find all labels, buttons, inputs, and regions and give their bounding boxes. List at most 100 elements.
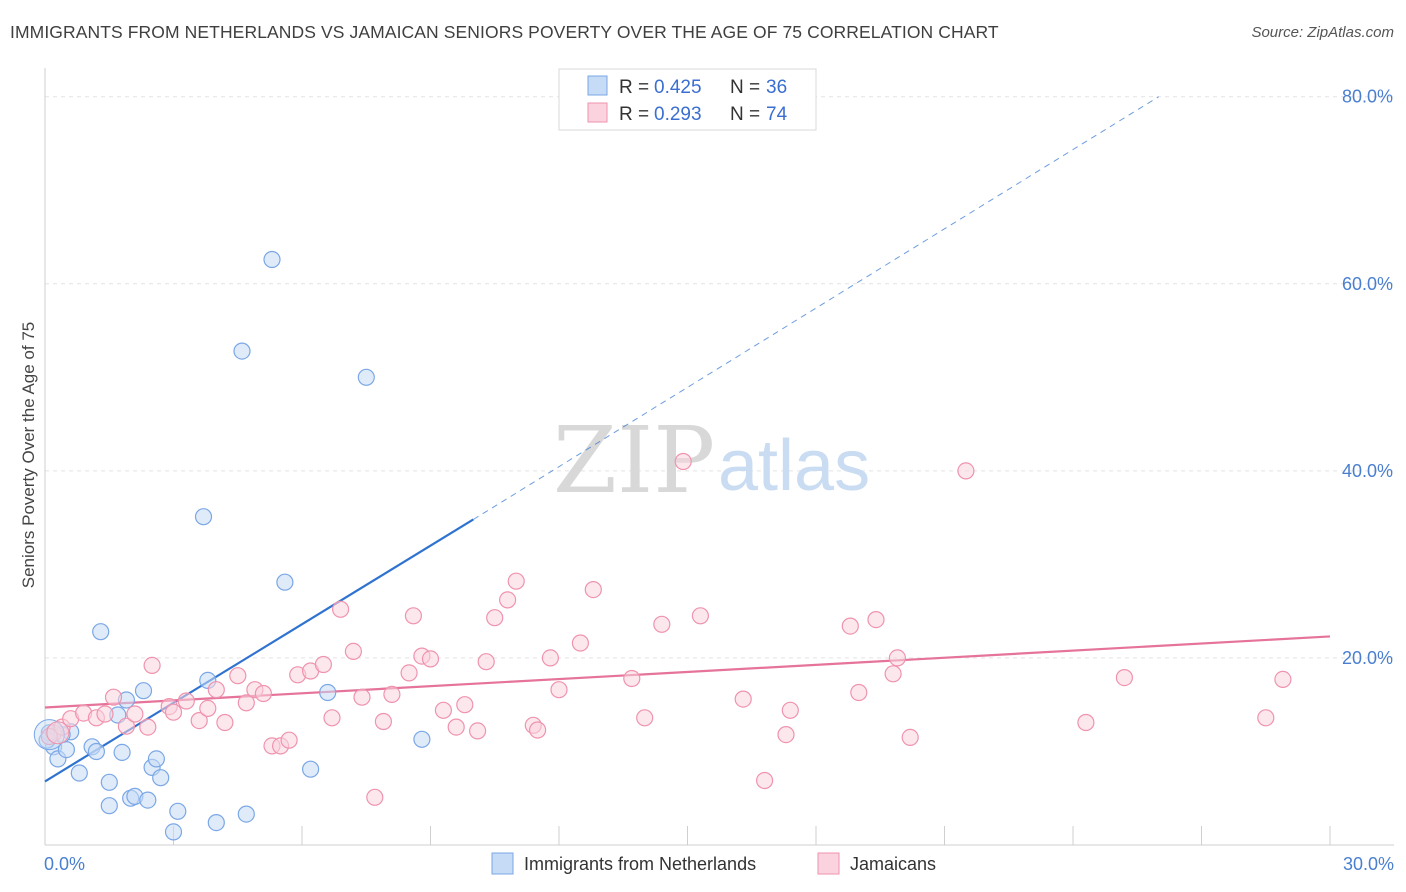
point-jamaicans [96,705,114,723]
point-jamaicans [477,653,495,671]
point-netherlands [276,573,294,591]
point-netherlands [100,773,118,791]
point-jamaicans [584,580,602,599]
legend-bottom-label-netherlands: Immigrants from Netherlands [524,854,756,874]
point-jamaicans [447,718,465,736]
point-jamaicans [1274,670,1292,689]
grid-lines [45,96,1394,659]
axes [44,68,1394,846]
point-netherlands [357,368,375,386]
point-jamaicans [841,617,859,635]
point-jamaicans [254,684,272,703]
point-netherlands [302,760,320,778]
point-jamaicans [884,665,902,683]
point-jamaicans [280,731,298,749]
point-netherlands [207,813,225,832]
point-jamaicans [353,688,371,706]
point-jamaicans [374,712,392,731]
point-jamaicans [400,664,418,682]
point-jamaicans [850,683,868,702]
point-jamaicans [1257,709,1275,727]
point-netherlands [233,342,251,360]
y-tick-label: 80.0% [1342,87,1393,107]
point-netherlands [92,623,110,641]
point-netherlands [134,682,153,700]
point-jamaicans [104,688,123,706]
legend-n-value: 74 [766,104,788,125]
point-jamaicans [691,607,710,625]
point-jamaicans [507,572,525,590]
point-jamaicans [867,610,885,629]
point-jamaicans [456,696,474,714]
point-jamaicans [434,701,452,719]
point-jamaicans [332,600,350,618]
point-jamaicans [1077,713,1095,732]
point-netherlands [194,508,213,526]
point-jamaicans [164,703,183,721]
point-netherlands [152,769,170,787]
data-points [33,250,1292,841]
y-axis-label: Seniors Poverty Over the Age of 75 [19,322,38,588]
point-jamaicans [323,709,341,727]
point-jamaicans [366,788,384,806]
point-netherlands [70,764,88,782]
source-label: Source: ZipAtlas.com [1251,24,1394,41]
tick-labels: 20.0% 40.0% 60.0% 80.0% 0.0% 30.0% [44,87,1394,874]
point-jamaicans [550,681,568,699]
legend-n-label: N = [730,77,760,98]
legend-row-netherlands: R = 0.425 N = 36 [587,75,787,98]
point-jamaicans [190,711,208,730]
point-jamaicans [957,462,975,480]
point-jamaicans [216,713,234,732]
legend-swatch-jamaicans [587,102,608,123]
legend-r-value: 0.293 [654,104,702,125]
watermark-atlas: atlas [718,426,870,506]
point-jamaicans [344,642,362,661]
point-jamaicans [314,655,332,674]
y-tick-label: 60.0% [1342,274,1393,294]
point-jamaicans [777,725,795,744]
watermark: ZIP atlas [553,407,870,514]
point-jamaicans [421,650,440,668]
point-netherlands [319,683,337,702]
legend-row-jamaicans: R = 0.293 N = 74 [587,102,788,125]
point-netherlands [164,823,183,841]
point-jamaicans [139,718,157,736]
legend-r-label: R = [619,77,649,98]
point-netherlands [100,797,118,815]
legend-r-value: 0.425 [654,77,702,98]
point-netherlands [113,743,131,762]
x-tick-label: 0.0% [44,854,85,874]
point-jamaicans [229,667,247,685]
point-jamaicans [755,771,774,790]
point-jamaicans-cluster [46,721,70,745]
point-netherlands [413,730,431,748]
point-netherlands [139,791,157,809]
point-jamaicans [199,699,217,718]
point-jamaicans [237,694,255,712]
legend-bottom-swatch-netherlands [491,852,514,875]
legend-bottom-swatch-jamaicans [817,852,840,875]
point-jamaicans [571,634,590,652]
point-netherlands [87,742,106,761]
point-jamaicans [734,690,752,708]
point-jamaicans [143,656,161,675]
point-jamaicans [469,722,487,740]
trend-line-netherlands [44,518,474,783]
point-netherlands [263,250,281,269]
x-tick-label: 30.0% [1343,854,1394,874]
point-netherlands [169,802,187,820]
point-jamaicans [207,681,225,699]
y-tick-label: 20.0% [1342,648,1393,668]
y-tick-label: 40.0% [1342,461,1393,481]
point-jamaicans [117,717,136,735]
point-netherlands [147,750,165,768]
point-jamaicans [541,649,560,667]
point-jamaicans [404,607,422,625]
legend-r-label: R = [619,104,649,125]
point-jamaicans [674,452,692,471]
point-jamaicans [781,701,799,719]
legend-bottom-label-jamaicans: Jamaicans [850,854,936,874]
point-jamaicans [499,591,517,609]
